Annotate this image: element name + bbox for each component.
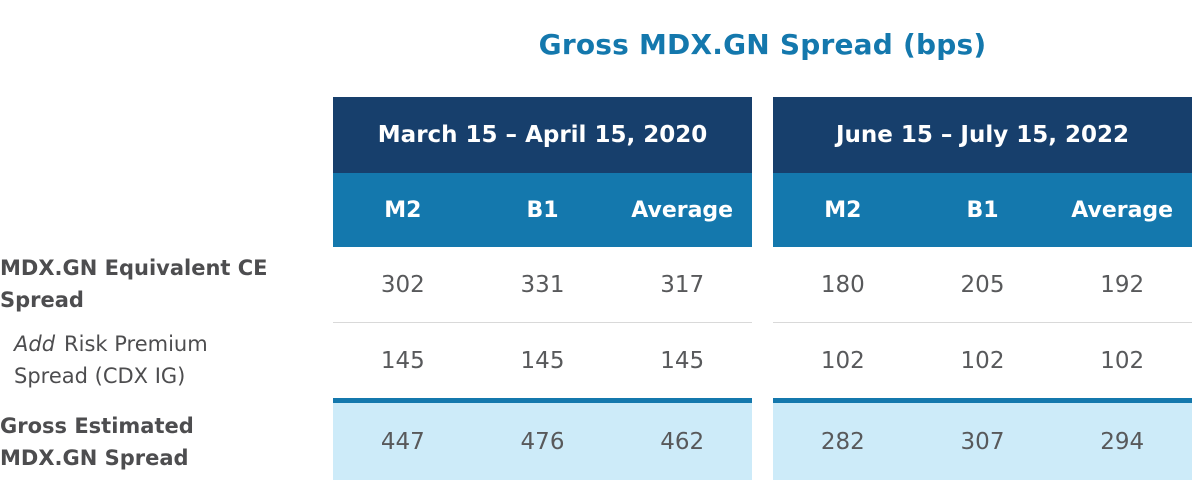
row-label-line: Add Risk Premium xyxy=(14,329,331,361)
row-labels-column: MDX.GN Equivalent CE Spread Add Risk Prem… xyxy=(0,97,333,486)
column-header-m2: M2 xyxy=(384,197,422,223)
data-cell: 102 xyxy=(820,347,865,374)
page-title: Gross MDX.GN Spread (bps) xyxy=(538,28,987,61)
row-label-gross-estimated-spread: Gross Estimated MDX.GN Spread xyxy=(0,404,331,481)
column-header-b1: B1 xyxy=(966,197,999,223)
data-cell: 476 xyxy=(520,428,565,455)
row-label-italic-word: Add xyxy=(14,332,56,357)
table-row-risk-premium-spread: 145 145 145 xyxy=(333,323,752,398)
period-header-2022: June 15 – July 15, 2022 xyxy=(773,97,1192,173)
table-row-equivalent-ce-spread: 302 331 317 xyxy=(333,247,752,323)
row-label-line: MDX.GN Equivalent CE xyxy=(0,256,268,281)
data-cell: 180 xyxy=(820,271,865,298)
row-label-risk-premium-spread: Add Risk Premium Spread (CDX IG) xyxy=(0,323,331,399)
data-cell: 102 xyxy=(1100,347,1145,374)
data-cell: 302 xyxy=(380,271,425,298)
table-row-gross-estimated-spread: 447 476 462 xyxy=(333,398,752,480)
table-row-equivalent-ce-spread: 180 205 192 xyxy=(773,247,1192,323)
column-header-row-2020: M2 B1 Average xyxy=(333,173,752,247)
data-cell: 447 xyxy=(380,428,425,455)
table-period-2022: June 15 – July 15, 2022 M2 B1 Average 18… xyxy=(773,97,1192,480)
period-header-2020: March 15 – April 15, 2020 xyxy=(333,97,752,173)
data-cell: 307 xyxy=(960,428,1005,455)
data-cell: 331 xyxy=(520,271,565,298)
row-label-line: MDX.GN Spread xyxy=(0,445,189,470)
column-header-average: Average xyxy=(631,197,734,223)
row-label-equivalent-ce-spread: MDX.GN Equivalent CE Spread xyxy=(0,247,331,323)
column-header-average: Average xyxy=(1071,197,1174,223)
data-cell: 294 xyxy=(1100,428,1145,455)
data-cell: 145 xyxy=(660,347,705,374)
row-label-line: Gross Estimated xyxy=(0,413,194,438)
data-cell: 462 xyxy=(660,428,705,455)
table-row-gross-estimated-spread: 282 307 294 xyxy=(773,398,1192,480)
data-cell: 102 xyxy=(960,347,1005,374)
table-period-2020: March 15 – April 15, 2020 M2 B1 Average … xyxy=(333,97,752,480)
table-row-risk-premium-spread: 102 102 102 xyxy=(773,323,1192,398)
row-label-line-text: Risk Premium xyxy=(64,332,208,357)
row-label-line: Spread (CDX IG) xyxy=(14,364,186,388)
data-cell: 205 xyxy=(960,271,1005,298)
column-header-m2: M2 xyxy=(824,197,862,223)
data-cell: 145 xyxy=(520,347,565,374)
data-cell: 192 xyxy=(1100,271,1145,298)
data-cell: 317 xyxy=(660,271,705,298)
row-label-line: Spread xyxy=(0,288,84,312)
data-cell: 145 xyxy=(380,347,425,374)
data-cell: 282 xyxy=(820,428,865,455)
column-header-b1: B1 xyxy=(526,197,559,223)
column-header-row-2022: M2 B1 Average xyxy=(773,173,1192,247)
